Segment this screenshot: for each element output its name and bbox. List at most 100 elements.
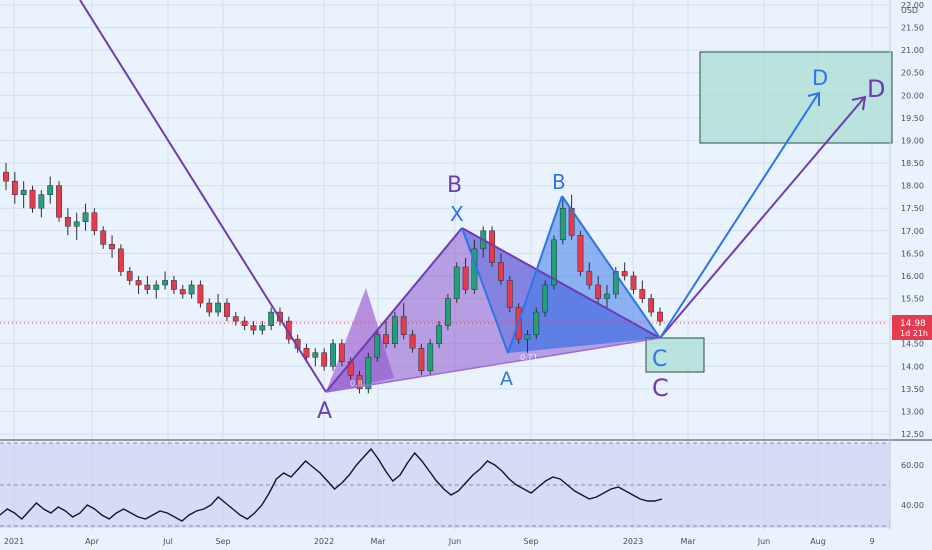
candle — [383, 321, 389, 349]
candle — [82, 203, 89, 231]
candle-body — [374, 334, 381, 358]
candle — [303, 343, 310, 362]
candle-body — [215, 302, 222, 313]
candle — [356, 370, 363, 394]
time-tick-label: Jun — [448, 537, 462, 546]
candle — [268, 307, 275, 331]
price-tick-label: 15.50 — [901, 295, 924, 304]
candle-body — [126, 271, 133, 281]
candle — [259, 321, 266, 335]
candle-body — [188, 284, 195, 295]
candle — [206, 298, 213, 317]
price-tick-label: 14.00 — [901, 362, 924, 371]
price-tick-label: 12.50 — [901, 430, 924, 439]
price-tick-label: 17.00 — [901, 227, 924, 236]
label-purple-d: D — [867, 75, 885, 103]
purple-arrow-head — [851, 95, 867, 111]
price-tick-label: 13.50 — [901, 385, 924, 394]
candle — [551, 235, 557, 290]
candle-body — [400, 316, 407, 335]
candle-body — [171, 280, 177, 290]
candle — [277, 307, 283, 326]
candle — [47, 176, 54, 204]
purple-leg-ac — [325, 337, 661, 393]
candle-body — [321, 352, 328, 367]
candle-body — [498, 262, 504, 281]
oscillator-line — [0, 447, 663, 522]
price-tick-label: 18.50 — [901, 159, 924, 168]
target-zone-lower[interactable] — [645, 337, 705, 373]
candle-body — [365, 356, 372, 390]
price-tick-label: 17.50 — [901, 204, 924, 213]
candle-body — [100, 230, 107, 245]
candle — [232, 312, 239, 326]
candle-body — [462, 266, 469, 290]
candle — [312, 348, 319, 367]
candle — [559, 199, 566, 245]
candle — [365, 352, 372, 394]
candle-body — [383, 334, 389, 344]
candle — [400, 303, 407, 340]
candle — [639, 280, 646, 304]
candle-body — [577, 235, 584, 272]
purple-trend-line — [79, 0, 327, 393]
price-tick-label: 21.50 — [901, 24, 924, 33]
candle-body — [559, 207, 566, 241]
price-tick-label: 21.00 — [901, 46, 924, 55]
candle — [462, 257, 469, 295]
candle — [338, 339, 345, 367]
candle-body — [524, 334, 531, 340]
price-tick-label: 13.00 — [901, 407, 924, 416]
blue-leg-ab — [507, 195, 563, 354]
candle-body — [551, 239, 557, 286]
price-axis[interactable]: 12.5013.0013.5014.0014.5015.0015.5016.00… — [901, 1, 924, 439]
candle-body — [135, 280, 142, 286]
time-tick-label: Jul — [162, 537, 173, 546]
candle — [542, 280, 549, 317]
candle — [215, 294, 222, 317]
label-blue-b: B — [552, 170, 566, 194]
candle — [498, 253, 504, 285]
candle-body — [277, 311, 283, 322]
oscillator-tick-label: 60.00 — [901, 461, 924, 470]
candle — [73, 212, 80, 240]
label-purple-c: C — [652, 374, 669, 402]
price-tick-label: 16.50 — [901, 249, 924, 258]
candle-body — [268, 311, 275, 326]
candle-body — [259, 325, 266, 331]
candle-body — [312, 352, 319, 358]
candle — [604, 284, 610, 308]
candle — [11, 172, 18, 204]
candle-body — [621, 271, 628, 277]
candle — [29, 185, 36, 213]
price-tick-label: 20.50 — [901, 69, 924, 78]
candle-body — [356, 375, 363, 390]
oscillator-axis: 40.00 60.00 — [901, 461, 924, 510]
candle — [330, 339, 336, 371]
candle-body — [117, 248, 124, 272]
candle — [409, 330, 416, 353]
candle-body — [391, 316, 398, 344]
candle-body — [427, 343, 434, 372]
time-axis[interactable]: 2021 Apr Jul Sep 2022 Mar Jun Sep 2023 Mar Jun Aug 9 — [4, 537, 875, 546]
time-tick-label: 2022 — [314, 537, 334, 546]
label-blue-a: A — [500, 368, 513, 390]
price-tick-label: 19.50 — [901, 114, 924, 123]
candle-body — [436, 325, 442, 344]
candle — [224, 298, 230, 322]
candle-body — [630, 275, 637, 290]
candle — [595, 275, 602, 304]
label-blue-d: D — [812, 66, 828, 90]
currency-label: USD — [901, 6, 918, 15]
candle-body — [542, 284, 549, 313]
candle-body — [409, 334, 416, 349]
candle — [144, 275, 151, 295]
candle — [250, 321, 257, 335]
candle — [444, 294, 451, 331]
candle-body — [586, 271, 593, 286]
candle-body — [153, 284, 160, 290]
candle — [56, 181, 62, 222]
candle-body — [38, 194, 45, 209]
candle — [586, 262, 593, 290]
